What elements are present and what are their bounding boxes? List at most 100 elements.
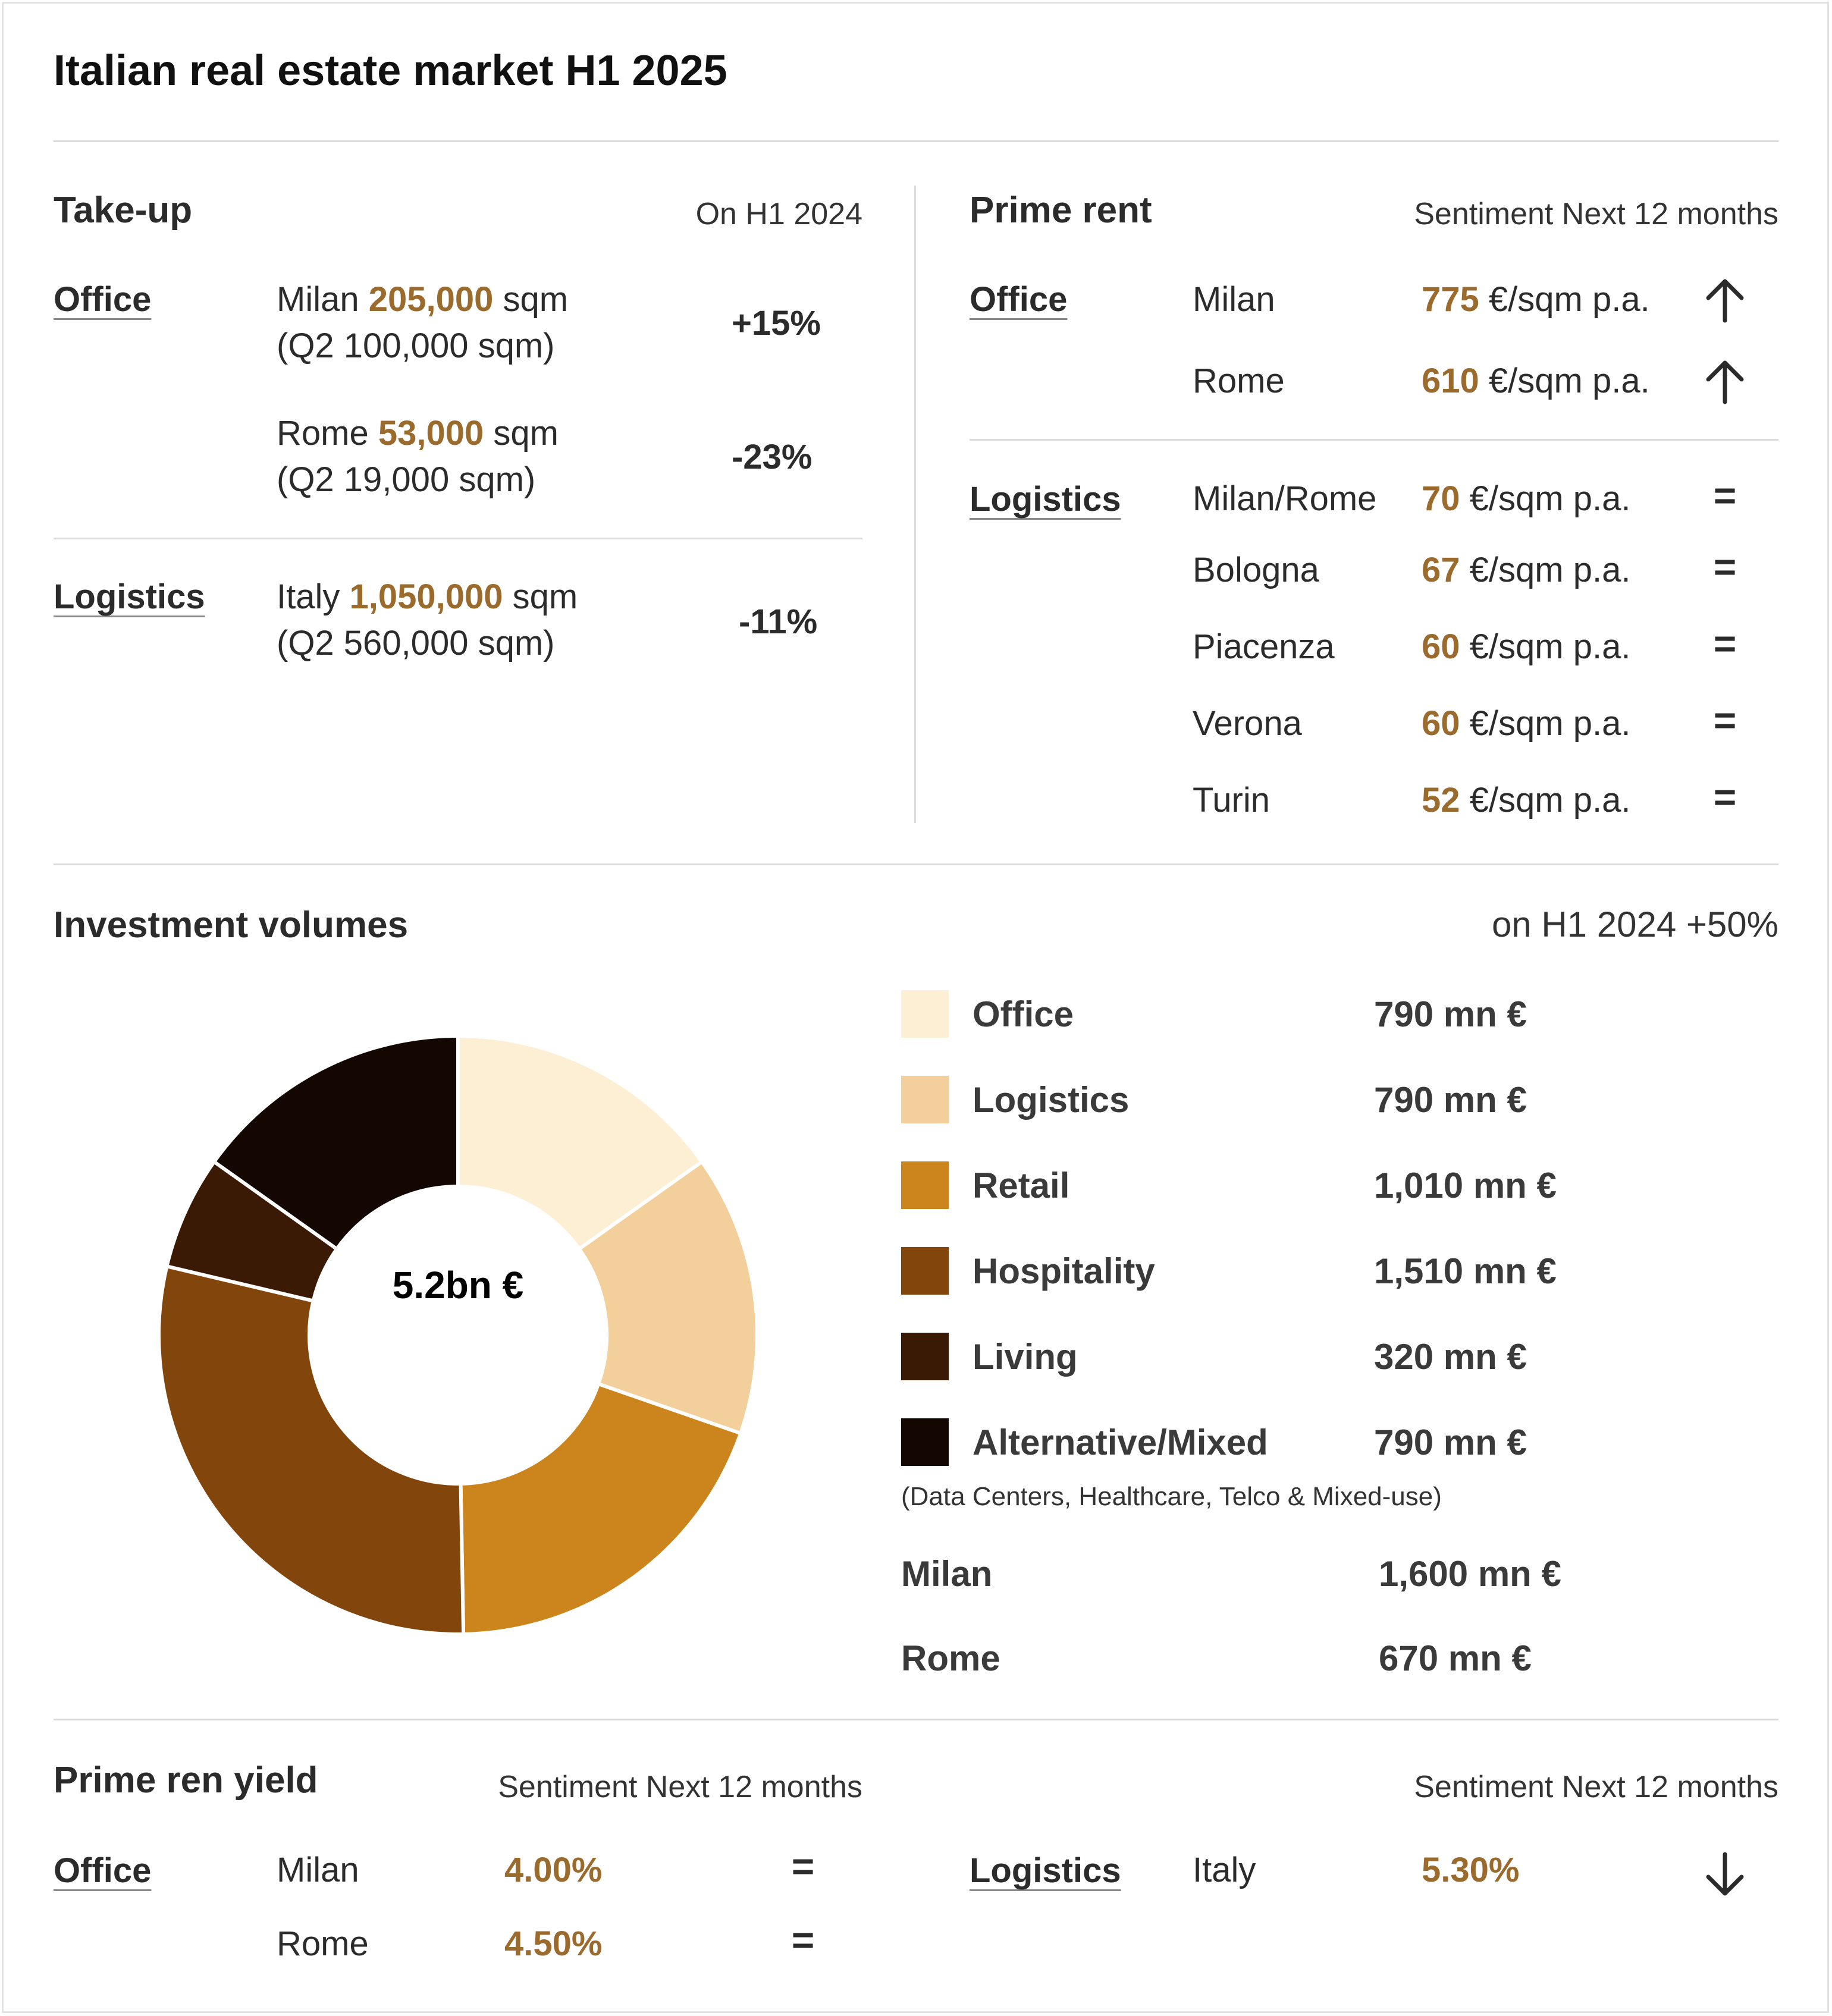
legend-label: Office [973,994,1074,1034]
divider [54,538,862,539]
legend-label: Living [973,1337,1078,1377]
rent-value-number: 67 [1422,551,1460,589]
sentiment-equal: = [1713,775,1737,819]
legend-label: Hospitality [973,1251,1155,1291]
yield-office-value: 4.00% [504,1851,603,1889]
yield-office-city: Milan [277,1851,359,1889]
takeup-italy-city: Italy [277,577,340,616]
takeup-office-label: Office [54,280,152,319]
takeup-italy-value: 1,050,000 [349,577,503,616]
takeup-milan-value: 205,000 [368,280,494,319]
legend-value: 320 mn € [1374,1337,1527,1377]
legend-swatch [901,1333,949,1380]
rent-logistics-value: 52 €/sqm p.a. [1422,777,1630,824]
rent-logistics-city: Verona [1193,704,1302,743]
up-arrow-icon [1702,358,1748,406]
rent-value-number: 52 [1422,781,1460,819]
investment-milan-value: 1,600 mn € [1379,1554,1561,1594]
legend-label: Logistics [973,1080,1130,1120]
rent-value-unit: €/sqm p.a. [1469,704,1631,743]
rent-value-unit: €/sqm p.a. [1469,627,1631,666]
yield-heading: Prime ren yield [54,1760,318,1801]
rent-value-unit: €/sqm p.a. [1469,551,1631,589]
yield-office-value: 4.50% [504,1924,603,1963]
rent-logistics-city: Turin [1193,781,1270,819]
investment-donut-chart: 5.2bn € [157,1034,759,1636]
takeup-rome: Rome 53,000 sqm (Q2 19,000 sqm) [277,410,559,503]
donut-slice-logistics [576,1159,759,1436]
yield-logistics-value: 5.30% [1422,1851,1520,1889]
legend-label: Alternative/Mixed [973,1422,1268,1462]
rent-value-number: 70 [1422,479,1460,518]
investment-milan-label: Milan [901,1554,993,1594]
rent-value-unit: €/sqm p.a. [1469,479,1631,518]
divider [970,439,1778,441]
takeup-italy-q2: (Q2 560,000 sqm) [277,624,555,662]
prime-rent-office-label: Office [970,280,1068,319]
rent-value-unit: €/sqm p.a. [1488,362,1650,400]
donut-slice-alternative-mixed [211,1034,460,1252]
takeup-italy-unit: sqm [512,577,578,616]
rent-value-number: 60 [1422,627,1460,666]
investment-note: on H1 2024 +50% [1491,905,1778,944]
takeup-rome-unit: sqm [493,414,559,453]
legend-value: 790 mn € [1374,994,1527,1034]
prime-rent-note: Sentiment Next 12 months [1414,197,1778,231]
takeup-milan-city: Milan [277,280,359,319]
investment-rome-label: Rome [901,1638,1000,1678]
legend-value: 790 mn € [1374,1422,1527,1462]
takeup-rome-q2: (Q2 19,000 sqm) [277,460,536,499]
legend-value: 1,010 mn € [1374,1166,1557,1205]
prime-rent-logistics-label: Logistics [970,480,1121,519]
takeup-rome-city: Rome [277,414,369,453]
rent-office-city: Rome [1193,362,1285,400]
takeup-italy: Italy 1,050,000 sqm (Q2 560,000 sqm) [277,574,578,667]
legend-value: 1,510 mn € [1374,1251,1557,1291]
takeup-milan: Milan 205,000 sqm (Q2 100,000 sqm) [277,277,568,369]
legend-swatch [901,1418,949,1466]
legend-swatch [901,1247,949,1295]
alternative-note: (Data Centers, Healthcare, Telco & Mixed… [901,1482,1442,1511]
rent-logistics-city: Piacenza [1193,627,1335,666]
takeup-italy-change: -11% [739,602,818,641]
takeup-rome-change: -23% [732,438,813,476]
takeup-logistics-label: Logistics [54,577,205,616]
yield-office-label: Office [54,1851,152,1890]
takeup-heading: Take-up [54,190,193,231]
sentiment-equal: = [1713,545,1737,589]
takeup-milan-change: +15% [732,304,821,343]
rent-value-number: 775 [1422,280,1479,319]
yield-logistics-city: Italy [1193,1851,1256,1889]
donut-center-label: 5.2bn € [393,1264,524,1307]
divider [54,140,1778,142]
rent-logistics-value: 70 €/sqm p.a. [1422,476,1630,522]
up-arrow-icon [1702,277,1748,324]
divider [54,863,1778,865]
rent-office-city: Milan [1193,280,1275,319]
donut-slice-hospitality [157,1264,466,1636]
sentiment-equal: = [1713,621,1737,665]
rent-logistics-value: 67 €/sqm p.a. [1422,547,1630,594]
takeup-note: On H1 2024 [695,197,862,231]
prime-rent-heading: Prime rent [970,190,1152,231]
legend-swatch [901,1076,949,1123]
takeup-rome-value: 53,000 [378,414,484,453]
column-divider [914,186,916,823]
donut-slice-office [456,1034,705,1252]
rent-logistics-city: Milan/Rome [1193,479,1377,518]
rent-value-unit: €/sqm p.a. [1488,280,1650,319]
sentiment-equal: = [791,1844,815,1888]
rent-logistics-value: 60 €/sqm p.a. [1422,624,1630,670]
yield-office-city: Rome [277,1924,369,1963]
legend-swatch [901,990,949,1038]
divider [54,1719,1778,1720]
rent-value-unit: €/sqm p.a. [1469,781,1631,819]
sentiment-equal: = [1713,473,1737,517]
rent-value-number: 610 [1422,362,1479,400]
takeup-milan-q2: (Q2 100,000 sqm) [277,326,555,365]
down-arrow-icon [1702,1851,1748,1898]
investment-heading: Investment volumes [54,905,409,946]
rent-value-number: 60 [1422,704,1460,743]
legend-value: 790 mn € [1374,1080,1527,1120]
